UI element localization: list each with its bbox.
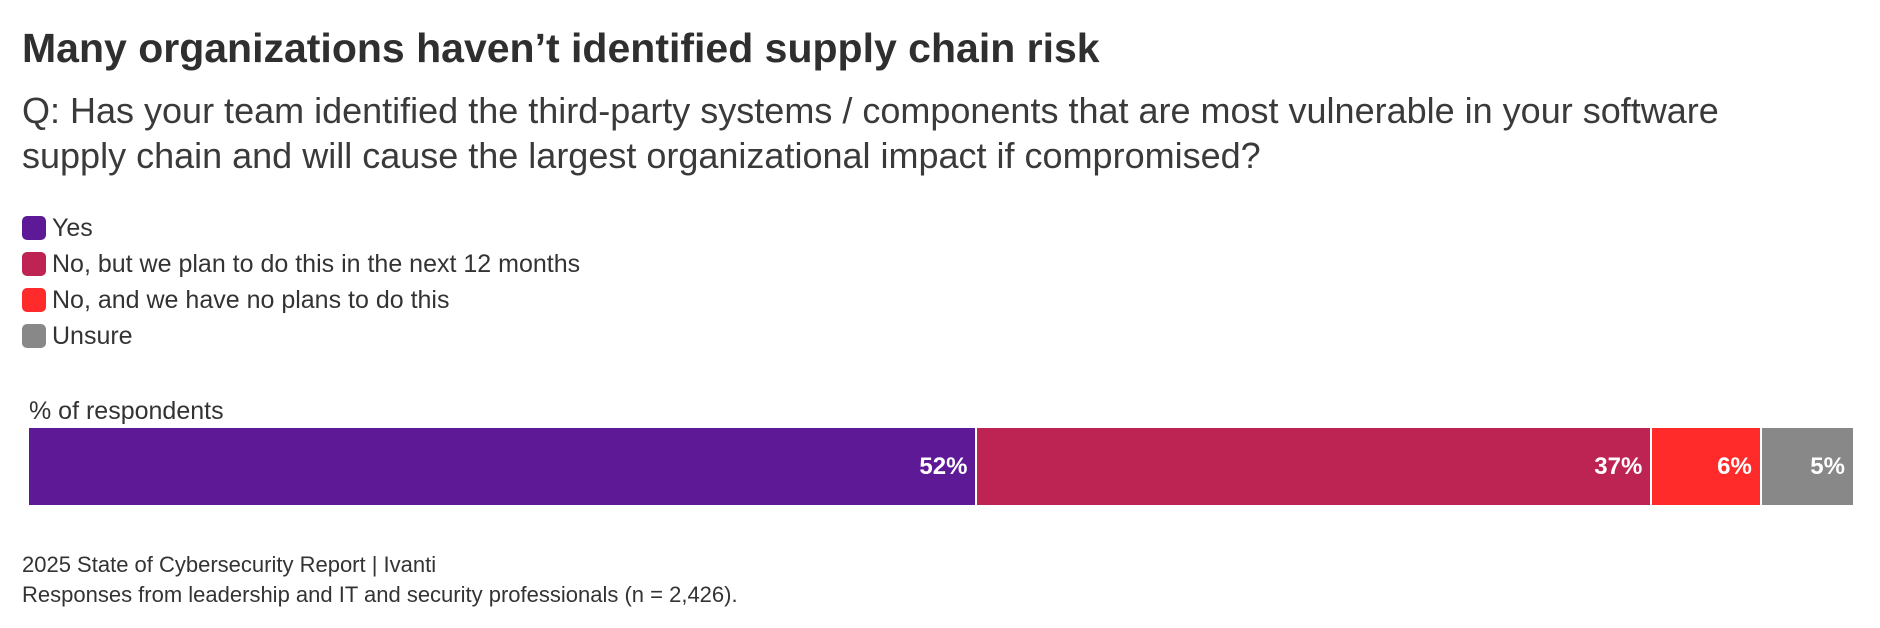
source-note: 2025 State of Cybersecurity Report | Iva… [22,552,437,577]
legend-item-plan-next-12-months: No, but we plan to do this in the next 1… [22,246,580,282]
chart-title: Many organizations haven’t identified su… [22,25,1100,71]
data-label-yes: 52% [919,452,968,480]
legend-item-no-plans: No, and we have no plans to do this [22,282,580,318]
axis-label: % of respondents [29,397,224,425]
bar-segment-unsure: 5% [1761,428,1853,505]
legend-label-no-plans: No, and we have no plans to do this [52,286,450,314]
legend-label-yes: Yes [52,214,93,242]
legend-item-yes: Yes [22,210,580,246]
legend-label-plan-next-12-months: No, but we plan to do this in the next 1… [52,250,581,278]
legend-item-unsure: Unsure [22,318,580,354]
footer: 2025 State of Cybersecurity Report | Iva… [22,550,738,610]
bar-segment-yes: 52% [29,428,976,505]
footnote: Responses from leadership and IT and sec… [22,582,738,607]
data-label-unsure: 5% [1810,452,1845,480]
legend-swatch-plan-next-12-months [22,252,46,276]
legend-label-unsure: Unsure [52,322,133,350]
data-label-plan-next-12-months: 37% [1594,452,1643,480]
stacked-bar: 52% 37% 6% 5% [29,428,1853,505]
legend-swatch-yes [22,216,46,240]
data-label-no-plans: 6% [1717,452,1752,480]
chart-subtitle: Q: Has your team identified the third-pa… [22,90,1719,176]
legend-swatch-unsure [22,324,46,348]
bar-segment-no-plans: 6% [1652,428,1760,505]
legend-swatch-no-plans [22,288,46,312]
legend: Yes No, but we plan to do this in the ne… [22,210,580,354]
bar-segment-plan-next-12-months: 37% [977,428,1651,505]
